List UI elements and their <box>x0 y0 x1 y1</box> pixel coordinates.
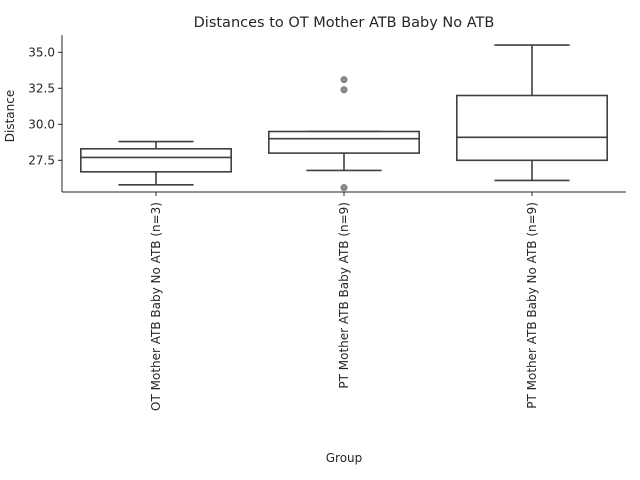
outlier-point <box>340 76 348 84</box>
box-group <box>455 44 608 182</box>
box-group <box>80 140 232 186</box>
y-tick-label: 32.5 <box>28 81 55 95</box>
x-tick-label: PT Mother ATB Baby ATB (n=9) <box>337 202 351 389</box>
plot-area <box>80 44 608 192</box>
outlier-point <box>340 86 348 94</box>
y-axis-ticks: 27.5 30.0 32.5 35.0 <box>28 45 62 167</box>
chart-title: Distances to OT Mother ATB Baby No ATB <box>194 15 495 31</box>
box-iqr <box>267 130 420 154</box>
x-axis-ticks: OT Mother ATB Baby No ATB (n=3) PT Mother… <box>149 192 539 411</box>
y-tick-label: 30.0 <box>28 117 55 131</box>
x-tick-label: PT Mother ATB Baby No ATB (n=9) <box>525 202 539 409</box>
box-group <box>267 76 420 192</box>
y-tick-label: 27.5 <box>28 153 55 167</box>
box-iqr <box>80 147 232 173</box>
y-axis-label: Distance <box>3 90 17 142</box>
box-iqr <box>455 94 608 162</box>
y-tick-label: 35.0 <box>28 45 55 59</box>
x-axis-label: Group <box>326 451 363 465</box>
outlier-point <box>340 184 348 192</box>
x-tick-label: OT Mother ATB Baby No ATB (n=3) <box>149 202 163 411</box>
